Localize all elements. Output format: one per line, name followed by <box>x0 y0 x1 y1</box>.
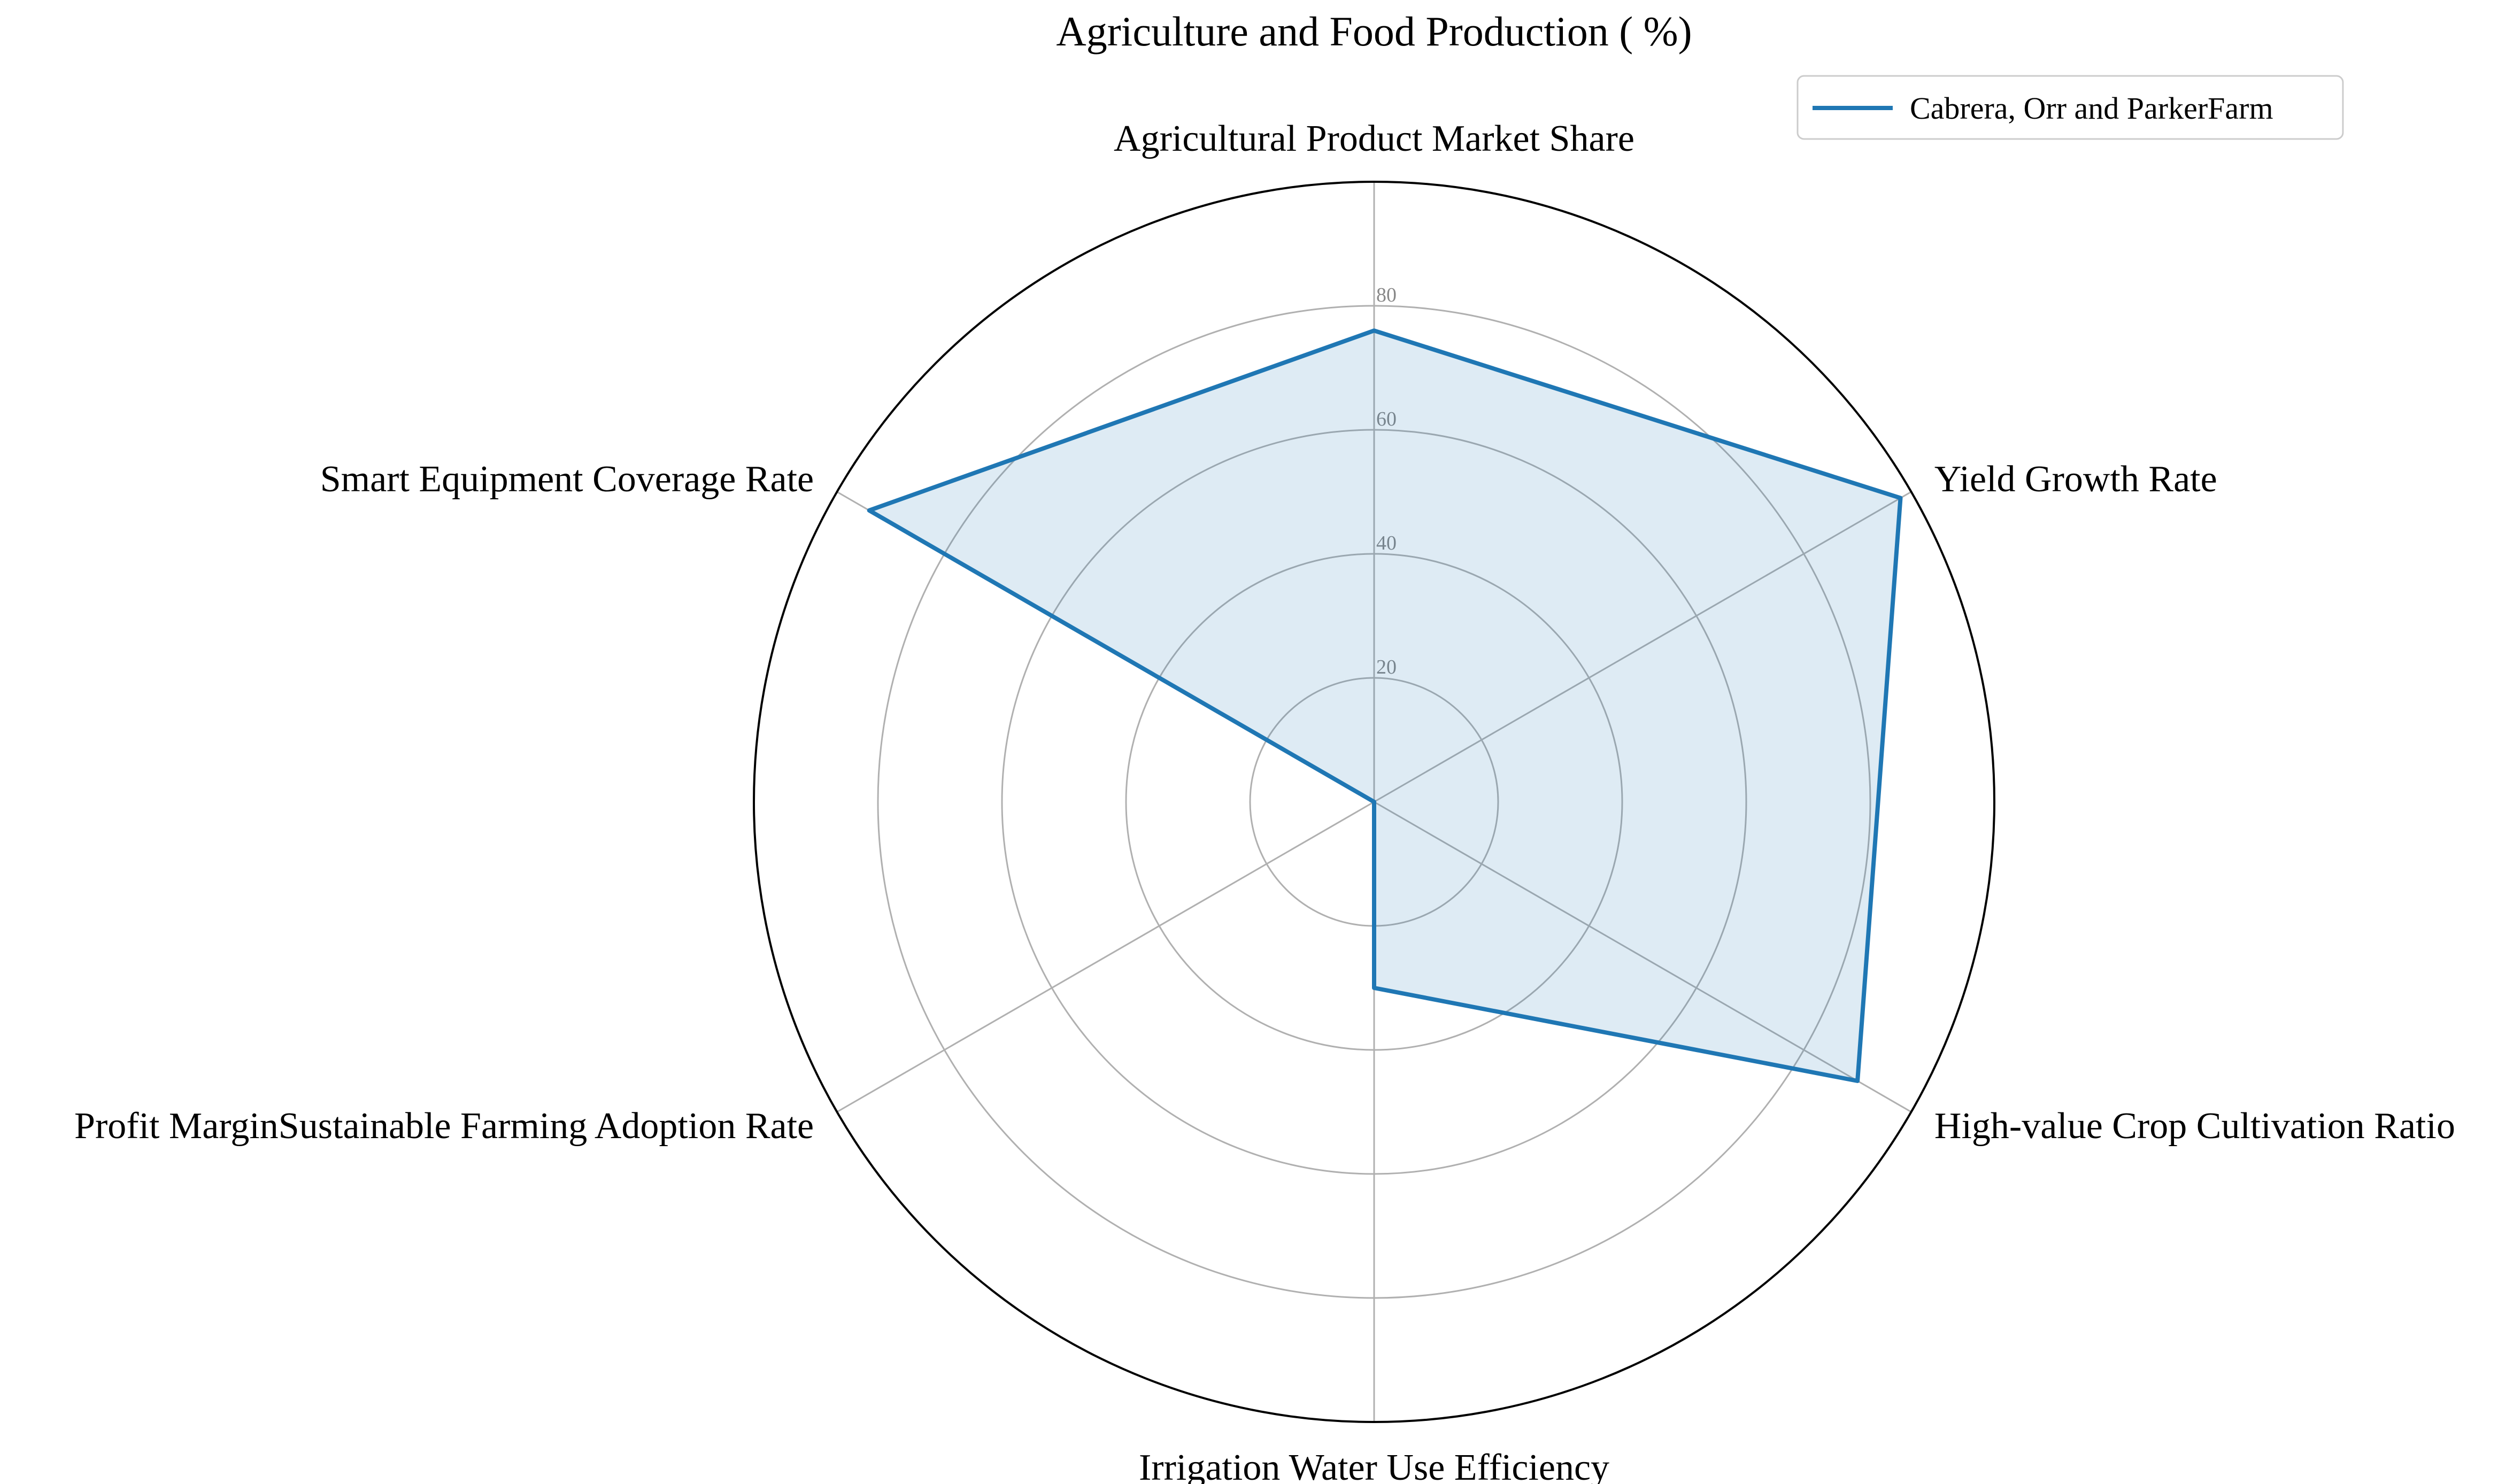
data-point <box>1857 1080 1859 1081</box>
data-point <box>868 509 870 511</box>
legend: Cabrera, Orr and ParkerFarm <box>1796 75 2344 140</box>
axis-label: Profit MarginSustainable Farming Adoptio… <box>74 1106 814 1147</box>
series-area <box>869 330 1901 1081</box>
legend-label: Cabrera, Orr and ParkerFarm <box>1910 91 2273 126</box>
radial-tick-labels: 20 40 60 80 <box>1376 284 1397 678</box>
radial-tick-label: 60 <box>1376 408 1397 430</box>
axis-label: Smart Equipment Coverage Rate <box>320 459 814 500</box>
chart-title: Agriculture and Food Production ( %) <box>1056 8 1692 55</box>
data-point <box>1900 497 1901 499</box>
axis-label: Agricultural Product Market Share <box>1114 118 1634 159</box>
data-point <box>1374 987 1375 988</box>
radial-tick-label: 20 <box>1376 656 1397 678</box>
grid-spoke <box>1374 801 1912 1113</box>
axis-labels: Agricultural Product Market Share Yield G… <box>74 118 2455 1484</box>
legend-box <box>1796 75 2344 140</box>
grid-spoke <box>836 801 1375 1113</box>
data-point <box>1374 330 1375 331</box>
axis-label: Irrigation Water Use Efficiency <box>1139 1447 1609 1484</box>
radial-tick-label: 40 <box>1376 532 1397 554</box>
axis-label: High-value Crop Cultivation Ratio <box>1934 1106 2455 1147</box>
axis-label: Yield Growth Rate <box>1934 459 2217 500</box>
radial-tick-label: 80 <box>1376 284 1397 306</box>
polar-frame <box>753 181 1995 1423</box>
data-point <box>1374 801 1375 802</box>
series-layer <box>867 328 1903 1083</box>
grid-spoke <box>1374 491 1912 803</box>
